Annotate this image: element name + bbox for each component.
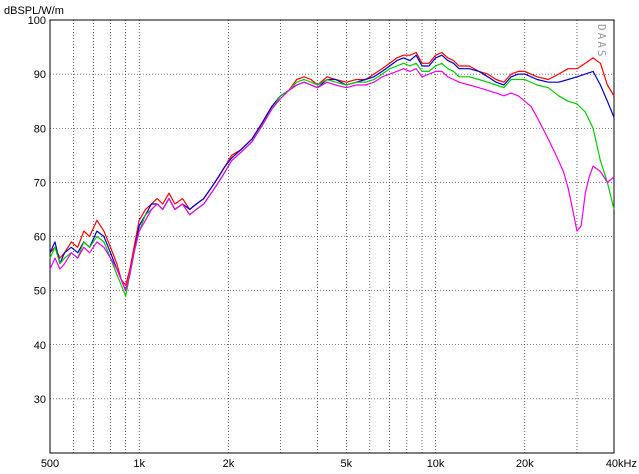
x-tick-label: 500 <box>41 458 59 470</box>
plot-frame <box>49 19 615 454</box>
y-tick-label: 30 <box>34 394 46 406</box>
y-tick-label: 70 <box>34 177 46 189</box>
y-tick-labels: 100 90 80 70 60 50 40 30 <box>28 15 46 406</box>
y-tick-label: 80 <box>34 123 46 135</box>
y-axis-label: dBSPL/W/m <box>4 5 64 17</box>
grid <box>49 19 615 453</box>
y-tick-label: 100 <box>28 15 46 27</box>
series-line-4 <box>49 68 615 292</box>
y-tick-label: 50 <box>34 286 46 298</box>
x-tick-label: 2k <box>223 458 235 470</box>
series-line-1 <box>49 51 615 286</box>
x-tick-label: 10k <box>427 458 445 470</box>
x-tick-label: 40kHz <box>606 458 637 470</box>
series-line-3 <box>49 62 615 297</box>
series-group <box>49 51 615 297</box>
x-tick-label: 5k <box>341 458 353 470</box>
x-tick-label: 1k <box>133 458 145 470</box>
y-tick-label: 60 <box>34 232 46 244</box>
y-tick-label: 90 <box>34 69 46 81</box>
x-tick-labels: 500 1k 2k 5k 10k 20k 40kHz <box>41 458 637 470</box>
watermark-label: DAAS <box>595 24 608 59</box>
x-tick-label: 20k <box>516 458 534 470</box>
y-tick-label: 40 <box>34 340 46 352</box>
